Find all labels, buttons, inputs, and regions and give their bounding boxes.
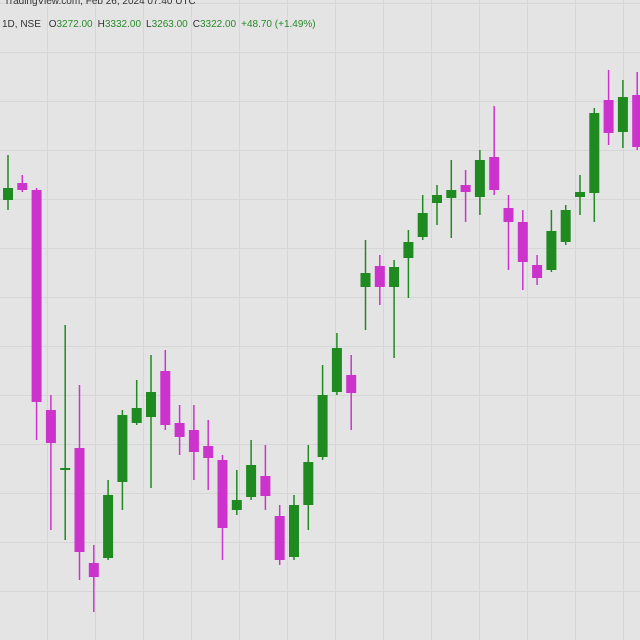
symbol: 1D, NSE bbox=[2, 19, 41, 30]
candle-body bbox=[617, 97, 628, 132]
candle-body bbox=[17, 183, 28, 190]
ohlc-label: H bbox=[97, 19, 105, 30]
candle-body bbox=[546, 231, 557, 270]
candle-body bbox=[474, 160, 485, 197]
ohlc-label: C bbox=[192, 19, 200, 30]
candle-body bbox=[174, 423, 185, 437]
candle-body bbox=[460, 185, 471, 192]
candle-body bbox=[203, 446, 214, 458]
candle-body bbox=[246, 465, 257, 497]
candle-body bbox=[389, 267, 400, 287]
candle-body bbox=[289, 505, 299, 557]
candle-body bbox=[503, 208, 514, 222]
candle-body bbox=[632, 95, 640, 147]
candle-body bbox=[231, 500, 242, 510]
candle-body bbox=[217, 460, 228, 528]
candle-body bbox=[360, 273, 371, 287]
candle-body bbox=[103, 495, 114, 558]
candle-body bbox=[88, 563, 99, 577]
ohlc-value: 3332.00 bbox=[104, 19, 142, 30]
candle-body bbox=[3, 188, 13, 200]
header: TradingView.com, Feb 26, 2024 07:40 UTC … bbox=[0, 0, 316, 30]
candle-body bbox=[417, 213, 428, 237]
ohlc-label: L bbox=[146, 19, 152, 30]
candle-body bbox=[560, 210, 571, 242]
candle-body bbox=[489, 157, 500, 190]
ohlc-value: 3263.00 bbox=[151, 19, 188, 30]
ohlc-label: O bbox=[48, 19, 57, 30]
ohlc-value: 3272.00 bbox=[56, 19, 93, 30]
ohlc-row: 1D, NSE O3272.00 H3332.00 L3263.00 C3322.00… bbox=[2, 19, 316, 30]
candle-body bbox=[146, 392, 156, 417]
candle-body bbox=[403, 242, 414, 258]
candle-body bbox=[432, 195, 442, 203]
candle-body bbox=[260, 476, 271, 496]
candle-body bbox=[603, 100, 614, 133]
change: +48.70 (+1.49%) bbox=[241, 19, 316, 30]
candle-body bbox=[60, 468, 71, 470]
candle-body bbox=[589, 113, 600, 193]
candle-body bbox=[131, 408, 142, 423]
candle-body bbox=[45, 410, 56, 443]
ohlc-value: 3322.00 bbox=[199, 19, 237, 30]
candle-body bbox=[160, 371, 171, 425]
candle-body bbox=[374, 266, 385, 287]
candle-body bbox=[575, 192, 585, 197]
candle-body bbox=[188, 430, 199, 452]
candle-body bbox=[31, 190, 42, 402]
candle-body bbox=[346, 375, 357, 393]
candle-body bbox=[517, 222, 528, 262]
candle-body bbox=[446, 190, 457, 198]
candle-body bbox=[317, 395, 328, 457]
candle-body bbox=[74, 448, 85, 552]
source: TradingView.com, Feb 26, 2024 07:40 UTC bbox=[4, 0, 196, 7]
candle-body bbox=[532, 265, 543, 278]
candle-body bbox=[331, 348, 342, 392]
candle-body bbox=[274, 516, 285, 560]
candle-body bbox=[117, 415, 128, 482]
candle-body bbox=[303, 462, 314, 505]
